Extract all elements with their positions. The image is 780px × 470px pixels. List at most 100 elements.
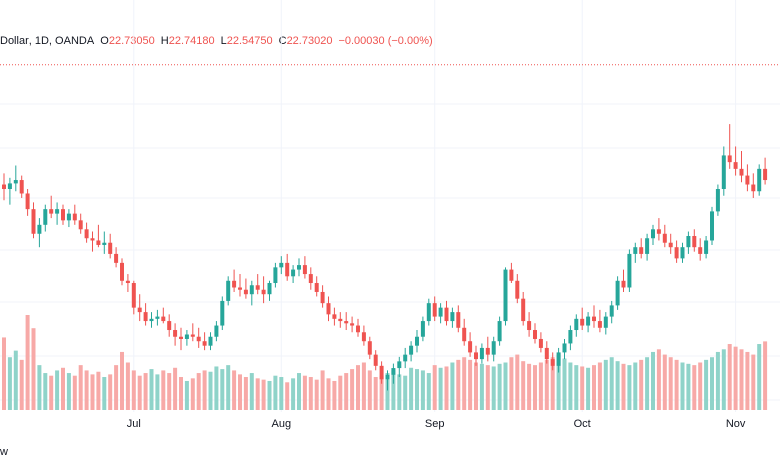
- candle-body: [521, 298, 526, 322]
- volume-bar: [96, 371, 101, 410]
- candle-body: [220, 300, 225, 326]
- volume-bar: [592, 365, 596, 410]
- volume-bar: [190, 378, 195, 410]
- candle-body: [108, 242, 113, 254]
- candle-body: [350, 323, 355, 326]
- source-label: OANDA: [55, 35, 95, 47]
- candle-body: [485, 347, 490, 355]
- volume-bar: [373, 377, 378, 410]
- candle: [656, 218, 661, 241]
- candle-body: [291, 269, 296, 277]
- symbol-name[interactable]: Dollar: [0, 35, 29, 47]
- volume-bar: [43, 373, 48, 410]
- volume-bar: [326, 378, 331, 410]
- candle: [527, 312, 532, 337]
- volume-bar: [527, 363, 532, 410]
- candle: [25, 189, 30, 216]
- candle: [361, 325, 366, 346]
- volume-bar: [255, 378, 260, 410]
- candle: [651, 224, 655, 245]
- volume-bar: [285, 382, 290, 410]
- x-axis: JulAugSepOctNovDec: [127, 418, 746, 430]
- volume-bar: [31, 328, 36, 410]
- candle-body: [692, 236, 697, 248]
- candle: [261, 276, 266, 304]
- volume-bar: [710, 357, 714, 410]
- candle: [515, 274, 520, 304]
- candle: [49, 195, 54, 219]
- candle-body: [468, 341, 473, 353]
- candle: [462, 318, 467, 346]
- volume-bar: [361, 362, 366, 410]
- candle: [662, 224, 667, 248]
- volume-bar: [226, 365, 231, 410]
- volume-bar: [49, 375, 54, 410]
- volume-bar: [733, 346, 738, 410]
- candle: [491, 336, 496, 362]
- candle: [633, 242, 638, 263]
- volume-bar: [538, 362, 543, 410]
- candle: [302, 256, 307, 279]
- volume-bar: [179, 377, 183, 410]
- candle: [167, 314, 172, 337]
- grid-lines: [0, 0, 780, 412]
- volume-bar: [544, 359, 549, 410]
- candle-body: [373, 354, 378, 366]
- volume-bar: [66, 373, 71, 410]
- volume-bar: [202, 370, 207, 410]
- candle: [297, 258, 301, 277]
- volume-bar: [662, 354, 667, 410]
- candle: [143, 303, 148, 326]
- candle: [568, 325, 573, 351]
- volume-bar: [603, 359, 608, 410]
- candle: [503, 267, 508, 326]
- candle: [96, 224, 101, 248]
- volume-bar: [61, 367, 65, 410]
- candle: [574, 314, 579, 337]
- volume-bar: [173, 367, 178, 410]
- volume-bar: [297, 373, 301, 410]
- candle: [155, 309, 160, 326]
- candle-body: [721, 155, 726, 190]
- candle: [373, 350, 378, 371]
- candle-body: [149, 318, 154, 322]
- volume-bar: [196, 373, 201, 410]
- volume-bar: [55, 370, 60, 410]
- candle-body: [509, 269, 514, 281]
- candle: [686, 231, 691, 254]
- volume-bar: [698, 362, 703, 410]
- volume-bar: [556, 354, 561, 410]
- candle-body: [61, 209, 65, 221]
- candle-body: [391, 368, 396, 375]
- candle-body: [143, 312, 148, 322]
- candle-body: [43, 209, 48, 225]
- candle-body: [633, 247, 638, 254]
- candle-body: [232, 280, 237, 288]
- candle: [243, 278, 248, 299]
- change-value: −0.00030 (−0.00%): [338, 35, 433, 47]
- candle-body: [586, 316, 591, 326]
- volume-bar: [751, 354, 756, 410]
- volume-bar: [533, 365, 537, 410]
- volume-bar: [656, 349, 661, 410]
- candle-body: [49, 209, 54, 214]
- candle: [84, 222, 89, 243]
- candle-body: [25, 193, 30, 210]
- high-key: H: [160, 35, 169, 47]
- volume-bar: [13, 350, 18, 410]
- volume-bar: [338, 375, 343, 410]
- candle: [727, 124, 732, 169]
- candle-body: [7, 183, 12, 190]
- volume-bar: [90, 374, 95, 410]
- volume-bar: [385, 373, 390, 410]
- volume-bar: [184, 380, 189, 410]
- candle-body: [31, 209, 36, 234]
- volume-bar: [609, 357, 614, 410]
- volume-bar: [586, 367, 591, 410]
- candle: [450, 307, 455, 328]
- candle: [704, 236, 709, 259]
- candle-body: [515, 280, 520, 299]
- candle-body: [267, 283, 272, 295]
